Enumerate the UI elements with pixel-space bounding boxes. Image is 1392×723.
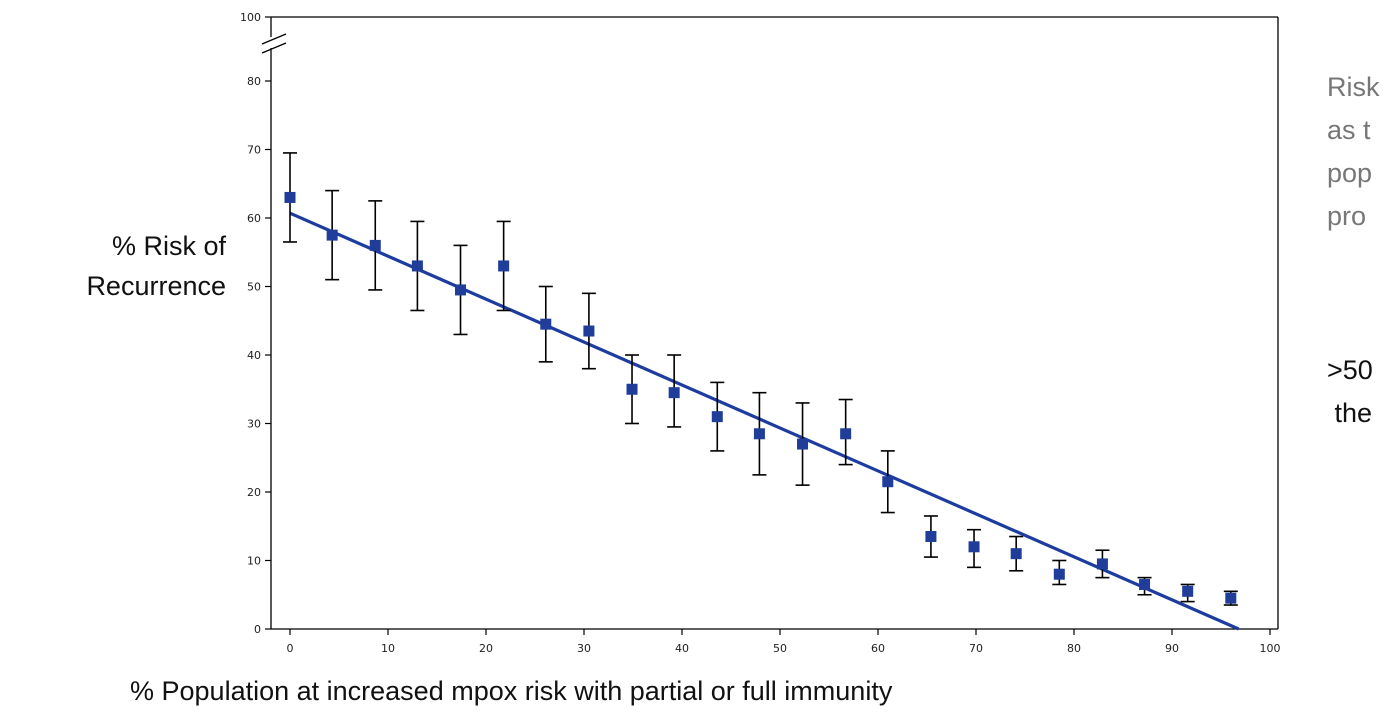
y-tick-label: 70 bbox=[247, 144, 261, 157]
axis-break-mark-1 bbox=[261, 33, 287, 45]
data-point bbox=[1182, 585, 1194, 597]
x-tick-label: 60 bbox=[871, 642, 885, 655]
y-tick-label: 50 bbox=[247, 281, 261, 294]
x-tick-label: 50 bbox=[773, 642, 787, 655]
data-points bbox=[284, 191, 1237, 604]
axis-break-mark-2 bbox=[261, 42, 287, 54]
side-text-line-2: as t bbox=[1327, 115, 1371, 145]
axes: 0 10 20 30 40 50 60 70 80 100 0 10 20 30 40 50 60 70 80 90 1… bbox=[240, 11, 1281, 655]
y-tick-label: 40 bbox=[247, 349, 261, 362]
x-tick-label: 30 bbox=[577, 642, 591, 655]
data-point bbox=[583, 325, 595, 337]
data-point bbox=[1010, 548, 1022, 560]
y-tick-label: 60 bbox=[247, 212, 261, 225]
y-axis-label-line-1: % Risk of bbox=[111, 231, 226, 261]
y-tick-label: 10 bbox=[247, 555, 261, 568]
x-tick-label: 80 bbox=[1067, 642, 1081, 655]
x-tick-label: 90 bbox=[1165, 642, 1179, 655]
x-tick-label: 0 bbox=[287, 642, 294, 655]
data-point bbox=[284, 191, 296, 203]
data-point bbox=[925, 531, 937, 543]
data-point bbox=[626, 383, 638, 395]
data-point bbox=[968, 541, 980, 553]
side-text-line-3: pop bbox=[1327, 158, 1373, 188]
x-tick-label: 70 bbox=[969, 642, 983, 655]
side-text-line-6: the bbox=[1327, 398, 1373, 428]
data-point bbox=[369, 239, 381, 251]
data-point bbox=[840, 428, 852, 440]
y-axis-label-line-2: Recurrence bbox=[86, 271, 226, 301]
data-point bbox=[1139, 578, 1151, 590]
trend-line-layer bbox=[289, 211, 1240, 631]
data-point bbox=[455, 284, 467, 296]
data-point bbox=[797, 438, 809, 450]
y-tick-label: 80 bbox=[247, 75, 261, 88]
side-text-line-5: >50 bbox=[1327, 355, 1373, 385]
y-tick-label: 20 bbox=[247, 486, 261, 499]
data-point bbox=[498, 260, 510, 272]
data-point bbox=[1225, 592, 1237, 604]
x-tick-label: 100 bbox=[1260, 642, 1281, 655]
data-point bbox=[753, 428, 765, 440]
y-tick-label: 0 bbox=[254, 623, 261, 636]
side-text-line-1: Risk bbox=[1327, 72, 1380, 102]
x-tick-label: 20 bbox=[479, 642, 493, 655]
data-point bbox=[326, 229, 338, 241]
data-point bbox=[1053, 568, 1065, 580]
data-point bbox=[411, 260, 423, 272]
x-tick-label: 10 bbox=[381, 642, 395, 655]
x-axis-label: % Population at increased mpox risk with… bbox=[130, 676, 893, 706]
y-tick-label: 30 bbox=[247, 418, 261, 431]
y-tick-label: 100 bbox=[240, 11, 261, 24]
data-point bbox=[711, 411, 723, 423]
error-bars bbox=[283, 152, 1238, 606]
data-point bbox=[1096, 558, 1108, 570]
data-point bbox=[882, 476, 894, 488]
data-point bbox=[540, 318, 552, 330]
x-tick-label: 40 bbox=[675, 642, 689, 655]
side-text-line-4: pro bbox=[1327, 201, 1367, 231]
trend-line bbox=[289, 211, 1240, 631]
data-point bbox=[668, 387, 680, 399]
